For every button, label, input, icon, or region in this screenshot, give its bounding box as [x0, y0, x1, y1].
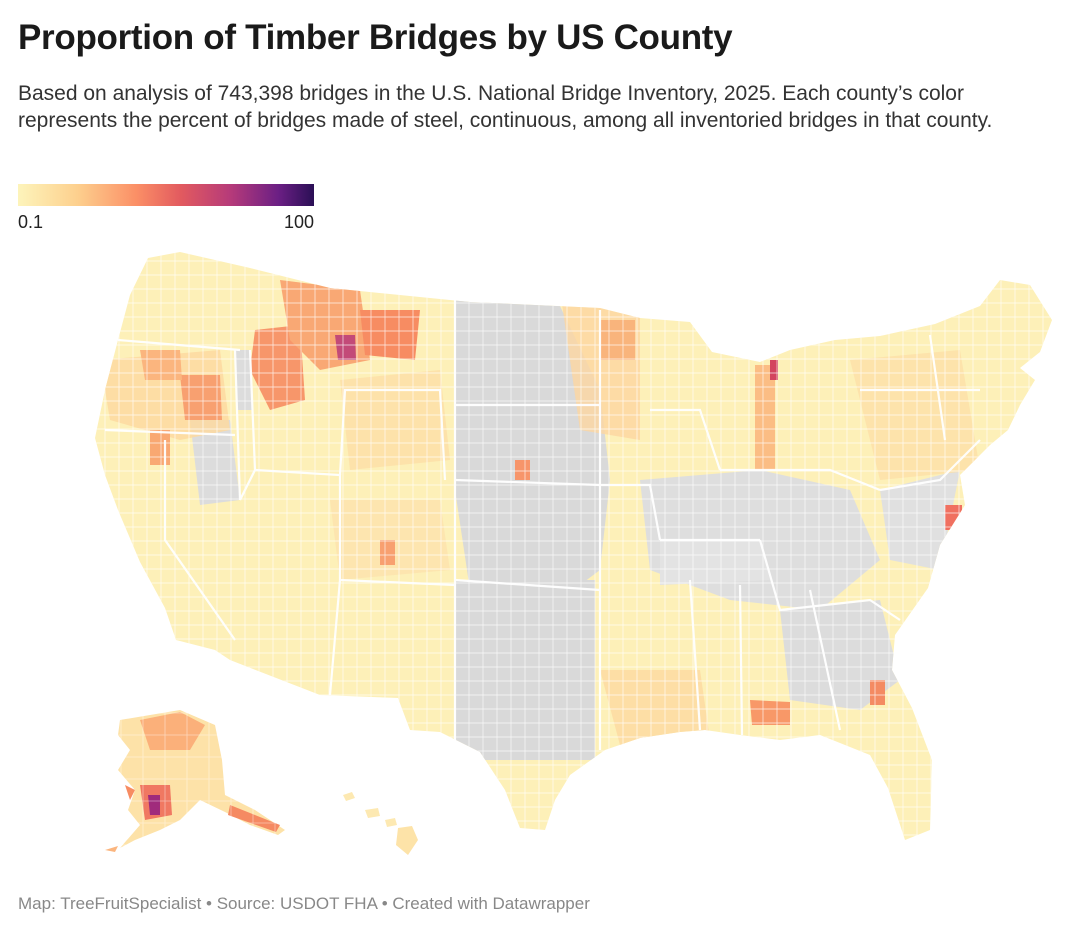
- choropleth-map[interactable]: [0, 240, 1080, 870]
- color-legend: 0.1 100: [18, 184, 314, 232]
- alaska[interactable]: [105, 710, 290, 860]
- map-credit: Map: TreeFruitSpecialist • Source: USDOT…: [18, 894, 590, 913]
- legend-gradient-bar: [18, 184, 314, 206]
- map-subtitle: Based on analysis of 743,398 bridges in …: [18, 82, 993, 132]
- hawaii[interactable]: [343, 792, 418, 855]
- legend-min-label: 0.1: [18, 212, 44, 232]
- legend-max-label: 100: [283, 212, 314, 232]
- map-title: Proportion of Timber Bridges by US Count…: [18, 18, 733, 57]
